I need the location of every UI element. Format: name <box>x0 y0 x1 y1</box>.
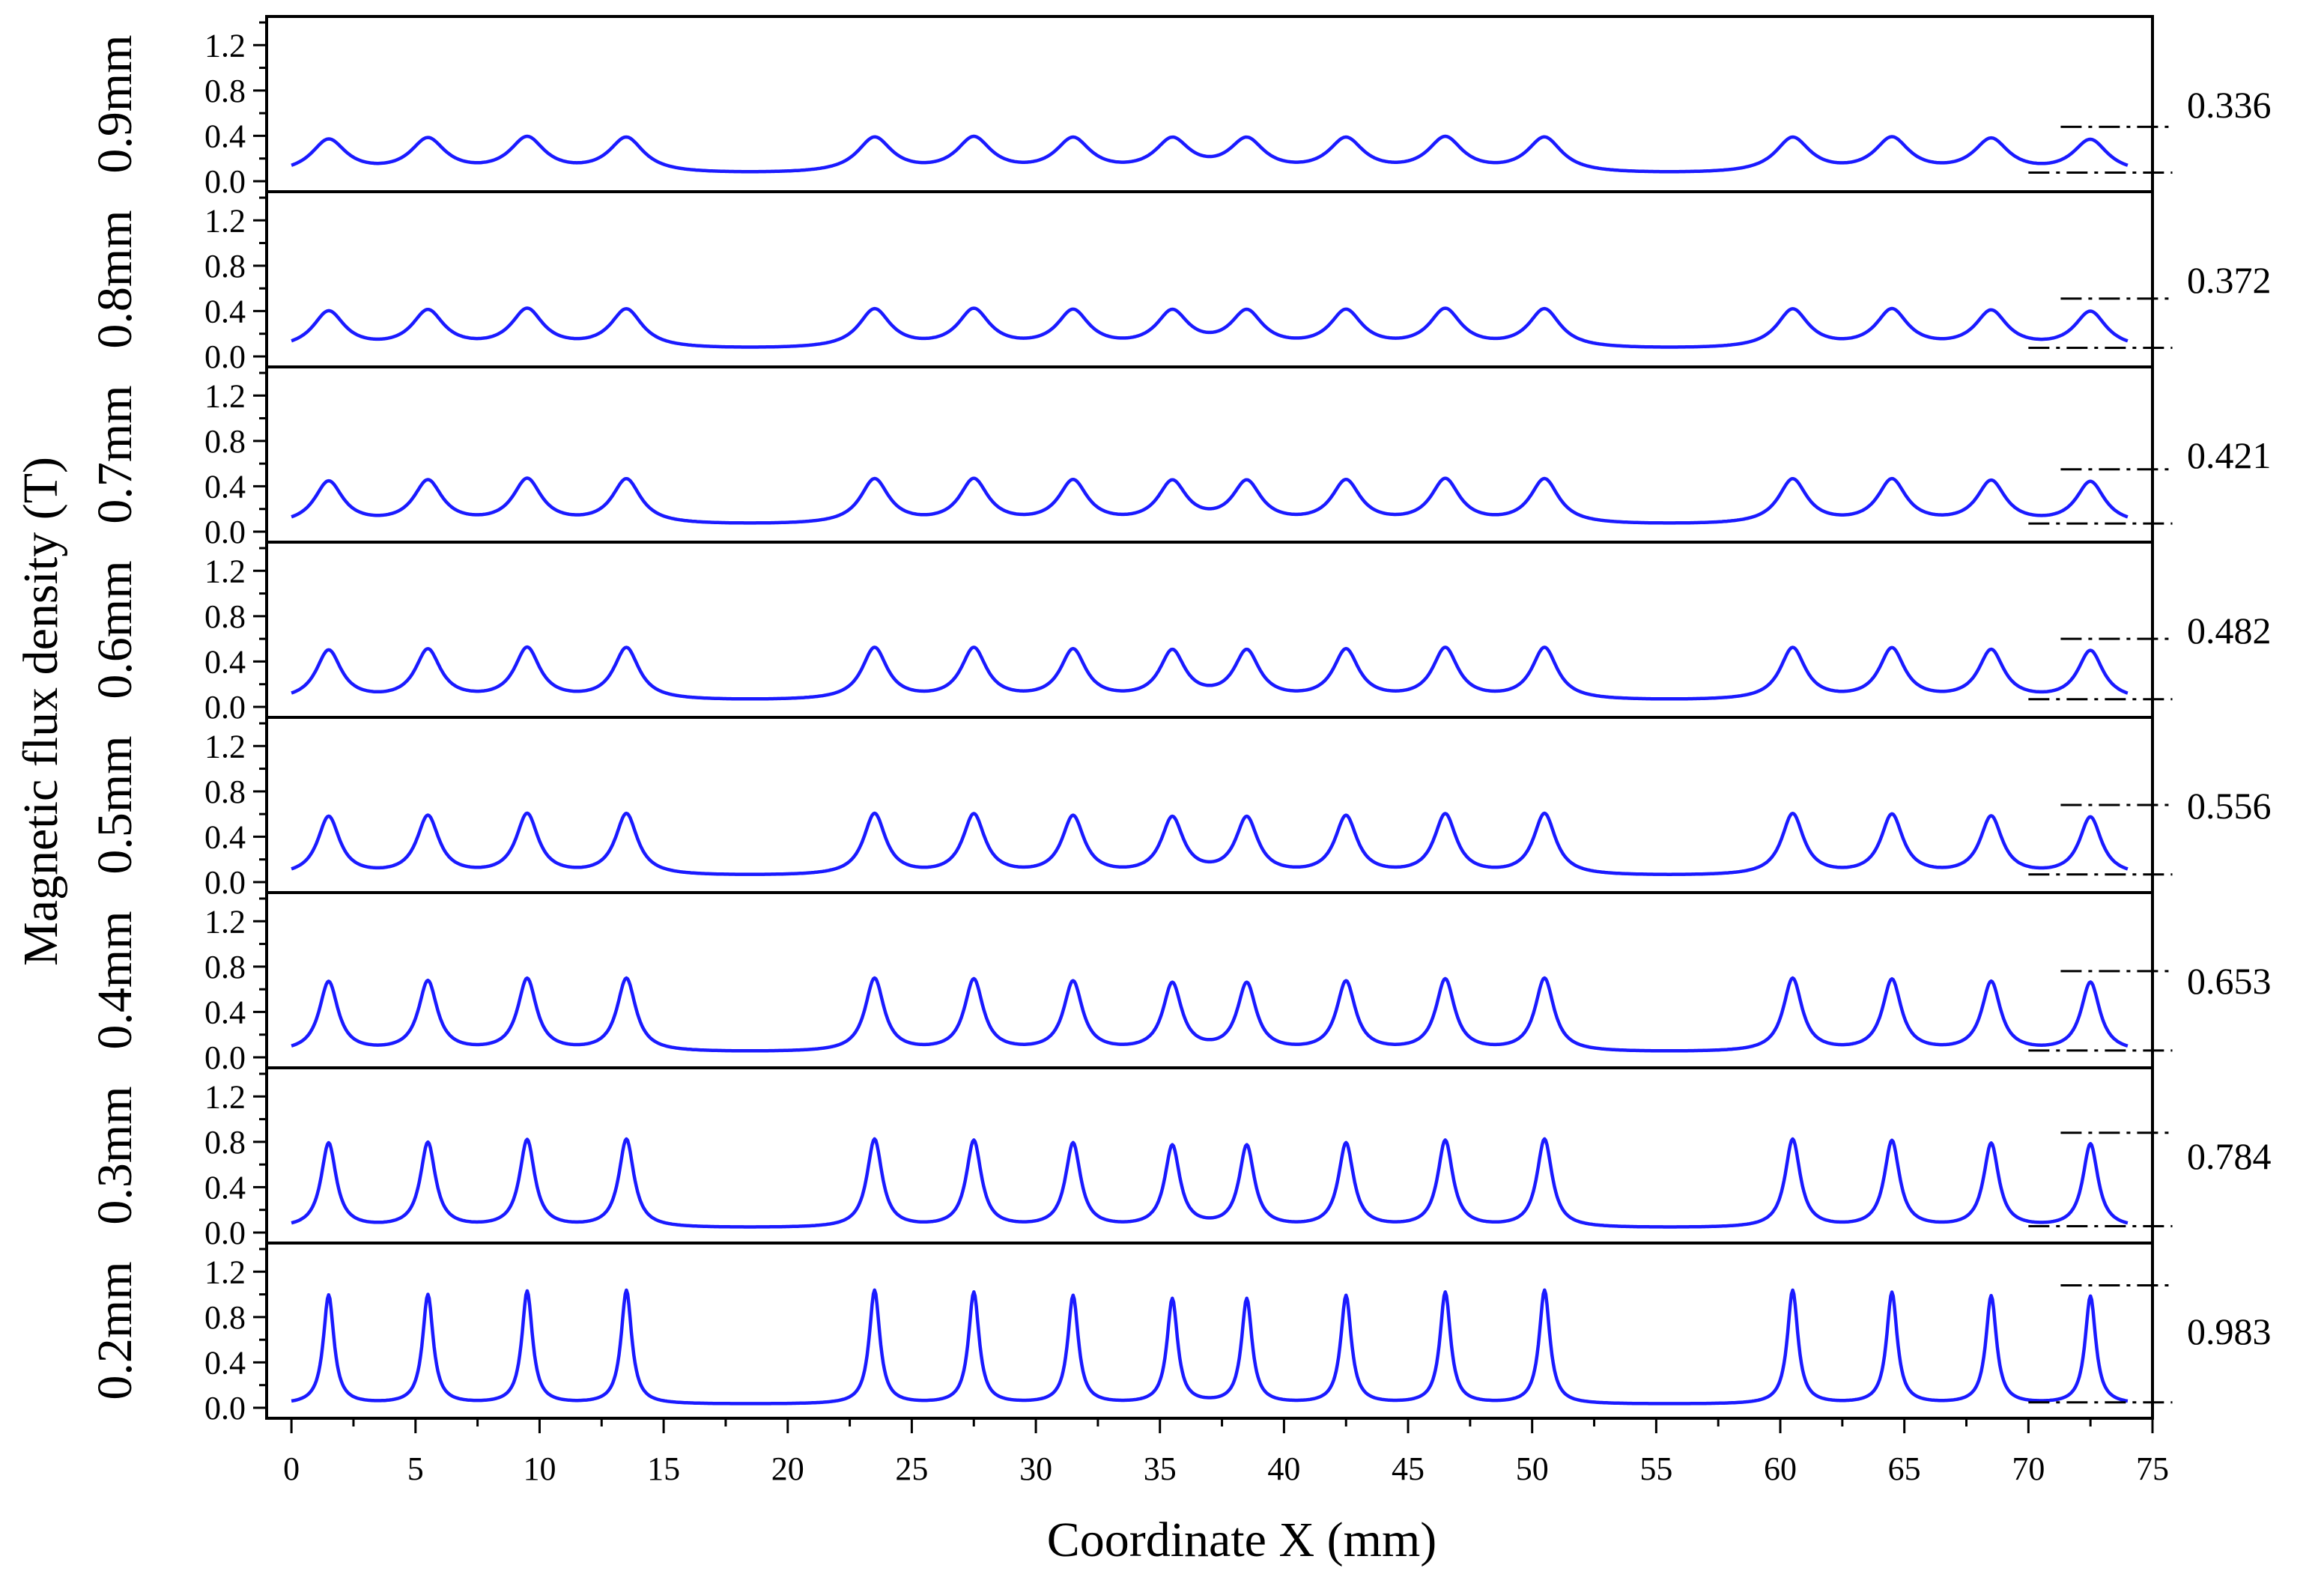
y-tick-label: 0.0 <box>204 1039 246 1076</box>
flux-curve <box>291 976 2129 1053</box>
panel-frame <box>265 716 2154 894</box>
peak-difference-label: 0.653 <box>2187 960 2272 1002</box>
x-tick-label: 60 <box>1764 1450 1797 1487</box>
x-tick-label: 5 <box>407 1450 424 1487</box>
peak-difference-label: 0.784 <box>2187 1135 2272 1177</box>
flux-curve <box>291 306 2129 349</box>
peak-difference-label: 0.372 <box>2187 259 2272 301</box>
panel-0.6mm: 0.0 0.4 0.8 1.2 0.6mm 0.482 <box>88 541 2272 726</box>
y-tick-label: 1.2 <box>204 1254 246 1290</box>
peak-difference-label: 0.983 <box>2187 1310 2272 1352</box>
y-tick-label: 0.0 <box>204 338 246 375</box>
y-axis-title: Magnetic flux density (T) <box>13 457 68 966</box>
y-tick-label: 0.0 <box>204 864 246 901</box>
panel-0.7mm: 0.0 0.4 0.8 1.2 0.7mm 0.421 <box>88 365 2272 550</box>
flux-curve <box>291 811 2129 876</box>
y-tick-label: 0.8 <box>204 248 246 285</box>
panel-frame <box>265 891 2154 1069</box>
y-tick-label: 0.0 <box>204 689 246 726</box>
y-tick-label: 0.0 <box>204 1390 246 1426</box>
panel-gap-label: 0.6mm <box>88 560 142 699</box>
x-tick-label: 20 <box>771 1450 804 1487</box>
y-tick-label: 0.4 <box>204 643 246 680</box>
panel-gap-label: 0.2mm <box>88 1261 142 1400</box>
y-tick-label: 1.2 <box>204 27 246 64</box>
panel-gap-label: 0.8mm <box>88 210 142 348</box>
panel-0.2mm: 0.0 0.4 0.8 1.2 0.2mm 0.983 <box>88 1242 2272 1426</box>
y-tick-label: 1.2 <box>204 202 246 239</box>
y-tick-label: 0.8 <box>204 598 246 635</box>
panel-0.3mm: 0.0 0.4 0.8 1.2 0.3mm 0.784 <box>88 1066 2272 1251</box>
y-tick-label: 1.2 <box>204 903 246 940</box>
x-tick-label: 35 <box>1144 1450 1177 1487</box>
x-tick-label: 15 <box>647 1450 680 1487</box>
panel-0.9mm: 0.0 0.4 0.8 1.2 0.9mm 0.336 <box>88 15 2272 200</box>
x-tick-label: 50 <box>1516 1450 1549 1487</box>
panel-frame <box>265 541 2154 719</box>
y-tick-label: 0.8 <box>204 949 246 985</box>
panel-gap-label: 0.4mm <box>88 911 142 1049</box>
y-tick-label: 0.4 <box>204 118 246 154</box>
x-tick-label: 55 <box>1639 1450 1672 1487</box>
x-tick-label: 0 <box>283 1450 300 1487</box>
panel-0.4mm: 0.0 0.4 0.8 1.2 0.4mm 0.653 <box>88 891 2272 1076</box>
y-tick-label: 0.4 <box>204 468 246 505</box>
panel-frame <box>265 365 2154 544</box>
panel-frame <box>265 190 2154 368</box>
x-axis-title: Coordinate X (mm) <box>1047 1513 1437 1567</box>
flux-curve <box>291 476 2129 525</box>
y-tick-label: 1.2 <box>204 377 246 414</box>
flux-curve <box>291 645 2129 701</box>
y-tick-label: 0.8 <box>204 1124 246 1161</box>
flux-curve <box>291 1288 2129 1406</box>
flux-curve <box>291 1137 2129 1229</box>
panel-frame <box>265 1242 2154 1420</box>
y-tick-label: 1.2 <box>204 728 246 765</box>
panel-gap-label: 0.5mm <box>88 735 142 874</box>
peak-difference-label: 0.421 <box>2187 434 2272 476</box>
peak-difference-label: 0.482 <box>2187 610 2272 651</box>
y-tick-label: 0.8 <box>204 423 246 460</box>
panel-0.8mm: 0.0 0.4 0.8 1.2 0.8mm 0.372 <box>88 190 2272 375</box>
y-tick-label: 0.4 <box>204 1344 246 1381</box>
x-tick-label: 25 <box>895 1450 928 1487</box>
y-tick-label: 0.8 <box>204 1299 246 1336</box>
y-tick-label: 0.4 <box>204 818 246 855</box>
panel-gap-label: 0.9mm <box>88 34 142 173</box>
y-tick-label: 0.8 <box>204 774 246 810</box>
y-tick-label: 1.2 <box>204 1078 246 1115</box>
y-tick-label: 0.8 <box>204 73 246 109</box>
y-tick-label: 0.4 <box>204 994 246 1030</box>
y-tick-label: 1.2 <box>204 553 246 589</box>
y-tick-label: 0.0 <box>204 163 246 200</box>
y-tick-label: 0.0 <box>204 1215 246 1251</box>
panel-gap-label: 0.7mm <box>88 385 142 523</box>
flux-curve <box>291 134 2129 174</box>
panel-frame <box>265 15 2154 193</box>
y-tick-label: 0.0 <box>204 514 246 550</box>
x-tick-label: 40 <box>1267 1450 1300 1487</box>
y-tick-label: 0.4 <box>204 1169 246 1206</box>
x-tick-label: 75 <box>2136 1450 2169 1487</box>
panel-gap-label: 0.3mm <box>88 1086 142 1224</box>
peak-difference-label: 0.336 <box>2187 84 2272 126</box>
x-tick-label: 65 <box>1888 1450 1921 1487</box>
x-tick-label: 45 <box>1392 1450 1425 1487</box>
x-tick-label: 30 <box>1019 1450 1052 1487</box>
x-axis: 0 5 10 15 20 25 30 35 40 45 50 55 60 65 70 75 <box>283 1418 2169 1487</box>
x-tick-label: 70 <box>2012 1450 2045 1487</box>
panel-0.5mm: 0.0 0.4 0.8 1.2 0.5mm 0.556 <box>88 716 2272 901</box>
x-tick-label: 10 <box>523 1450 556 1487</box>
peak-difference-label: 0.556 <box>2187 785 2272 827</box>
y-tick-label: 0.4 <box>204 293 246 329</box>
